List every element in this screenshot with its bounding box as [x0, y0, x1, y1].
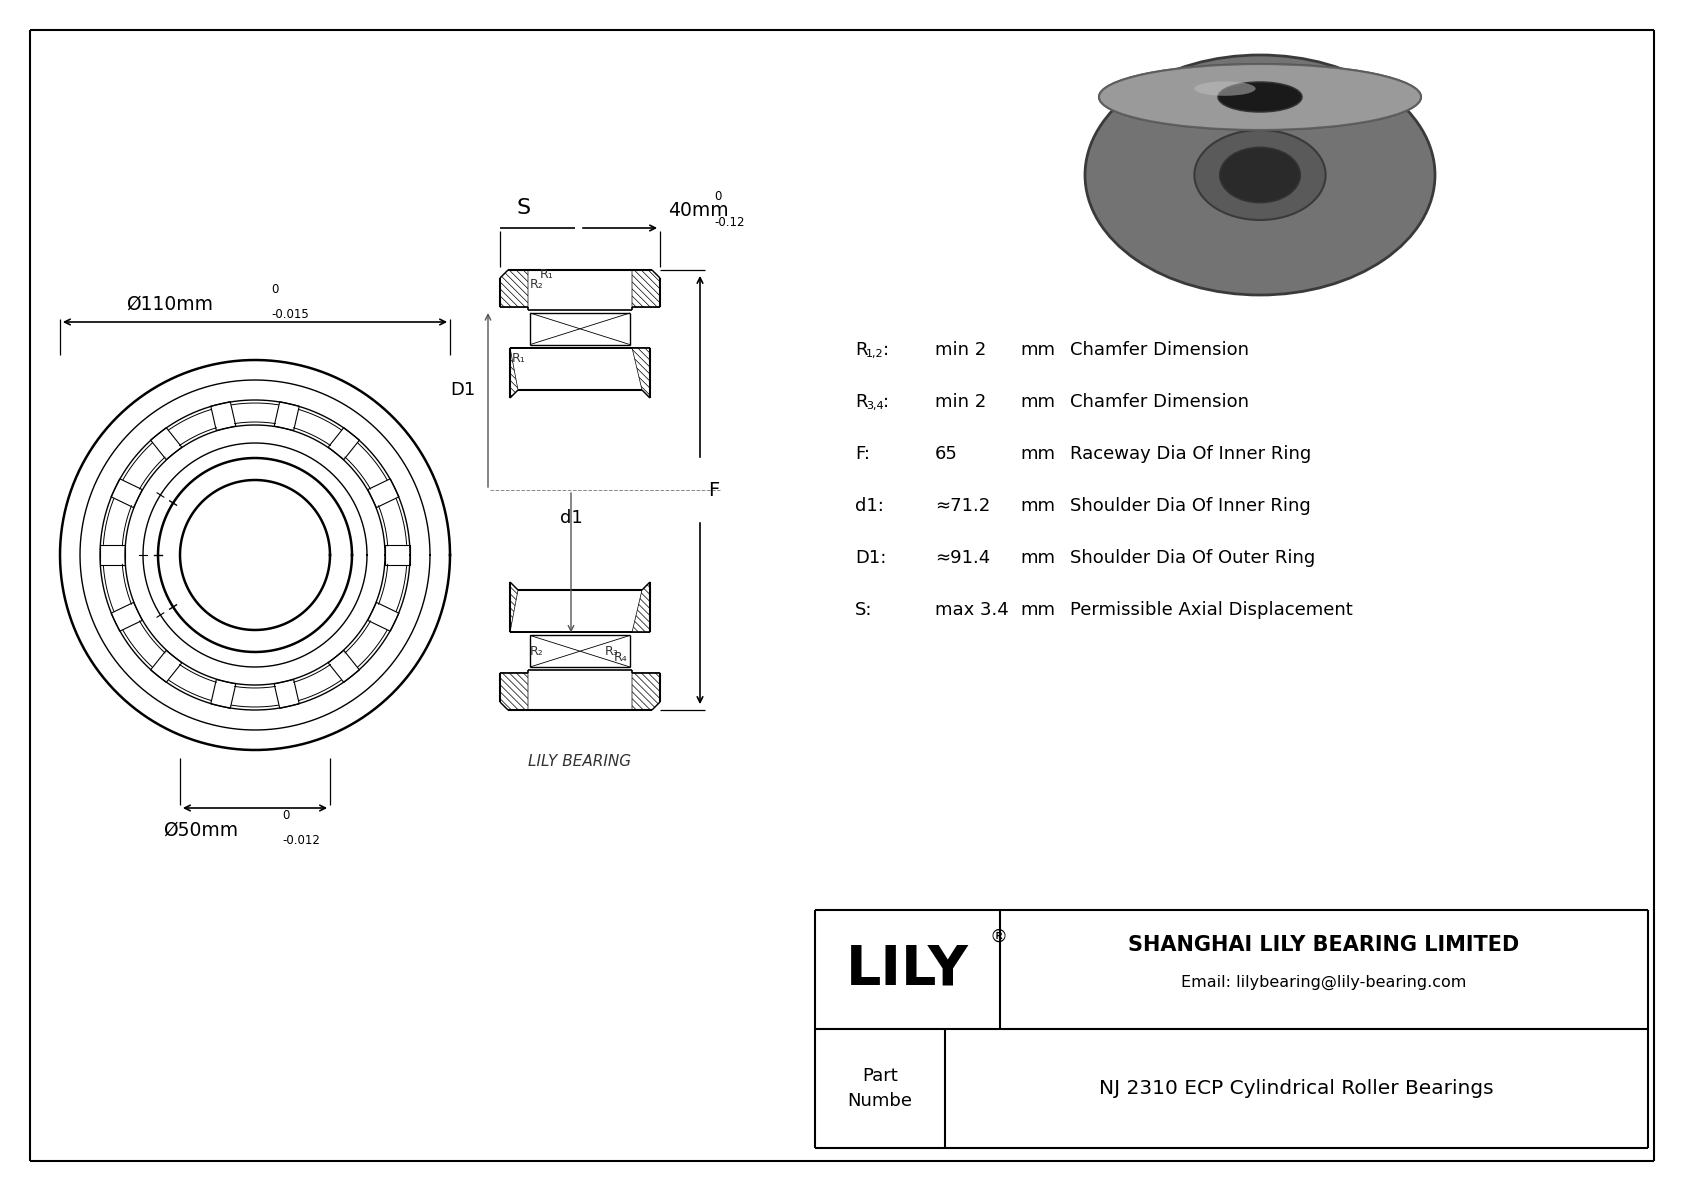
Text: d1:: d1:: [855, 497, 884, 515]
Text: mm: mm: [1021, 341, 1054, 358]
Text: ≈91.4: ≈91.4: [935, 549, 990, 567]
Text: d1: d1: [559, 509, 583, 526]
Ellipse shape: [1218, 82, 1302, 112]
Text: R: R: [855, 393, 867, 411]
Text: Ø50mm: Ø50mm: [163, 821, 237, 840]
Text: Raceway Dia Of Inner Ring: Raceway Dia Of Inner Ring: [1069, 445, 1312, 463]
Text: min 2: min 2: [935, 393, 987, 411]
Text: ®: ®: [990, 928, 1009, 946]
Text: F: F: [707, 480, 719, 499]
Ellipse shape: [1084, 55, 1435, 295]
Text: 65: 65: [935, 445, 958, 463]
Text: mm: mm: [1021, 497, 1054, 515]
Text: R₃: R₃: [605, 644, 618, 657]
Ellipse shape: [1219, 148, 1300, 202]
Ellipse shape: [1100, 64, 1421, 130]
Text: 40mm: 40mm: [669, 200, 729, 219]
Text: R₁: R₁: [541, 268, 554, 281]
Text: Part
Numbe: Part Numbe: [847, 1067, 913, 1110]
Text: Shoulder Dia Of Inner Ring: Shoulder Dia Of Inner Ring: [1069, 497, 1310, 515]
Text: max 3.4: max 3.4: [935, 601, 1009, 619]
Text: D1: D1: [450, 381, 475, 399]
Text: -0.012: -0.012: [281, 834, 320, 847]
Text: R₂: R₂: [530, 644, 544, 657]
Text: ≈71.2: ≈71.2: [935, 497, 990, 515]
Ellipse shape: [1100, 64, 1421, 130]
Text: 0: 0: [271, 283, 278, 297]
Text: mm: mm: [1021, 445, 1054, 463]
Text: SHANGHAI LILY BEARING LIMITED: SHANGHAI LILY BEARING LIMITED: [1128, 935, 1519, 955]
Text: :: :: [882, 341, 889, 358]
Text: min 2: min 2: [935, 341, 987, 358]
Text: 0: 0: [714, 191, 721, 202]
Ellipse shape: [1194, 130, 1325, 220]
Text: R₄: R₄: [615, 650, 628, 663]
Text: 0: 0: [281, 809, 290, 822]
Ellipse shape: [1194, 81, 1256, 95]
Text: 1,2: 1,2: [866, 349, 884, 358]
Text: mm: mm: [1021, 601, 1054, 619]
Text: :: :: [882, 393, 889, 411]
Text: NJ 2310 ECP Cylindrical Roller Bearings: NJ 2310 ECP Cylindrical Roller Bearings: [1100, 1079, 1494, 1098]
Text: Ø110mm: Ø110mm: [126, 294, 212, 313]
Text: Chamfer Dimension: Chamfer Dimension: [1069, 393, 1250, 411]
Text: F:: F:: [855, 445, 871, 463]
Text: D1:: D1:: [855, 549, 886, 567]
Text: -0.12: -0.12: [714, 216, 744, 229]
Text: Permissible Axial Displacement: Permissible Axial Displacement: [1069, 601, 1352, 619]
Text: mm: mm: [1021, 549, 1054, 567]
Text: Email: lilybearing@lily-bearing.com: Email: lilybearing@lily-bearing.com: [1180, 974, 1467, 990]
Text: S:: S:: [855, 601, 872, 619]
Text: LILY BEARING: LILY BEARING: [529, 755, 632, 769]
Text: mm: mm: [1021, 393, 1054, 411]
Text: 3,4: 3,4: [866, 401, 884, 411]
Text: Chamfer Dimension: Chamfer Dimension: [1069, 341, 1250, 358]
Text: R: R: [855, 341, 867, 358]
Text: -0.015: -0.015: [271, 308, 308, 322]
Text: R₂: R₂: [530, 278, 544, 291]
Text: Shoulder Dia Of Outer Ring: Shoulder Dia Of Outer Ring: [1069, 549, 1315, 567]
Text: LILY: LILY: [845, 942, 968, 997]
Text: S: S: [517, 198, 530, 218]
Ellipse shape: [1218, 82, 1302, 112]
Text: R₁: R₁: [512, 351, 525, 364]
